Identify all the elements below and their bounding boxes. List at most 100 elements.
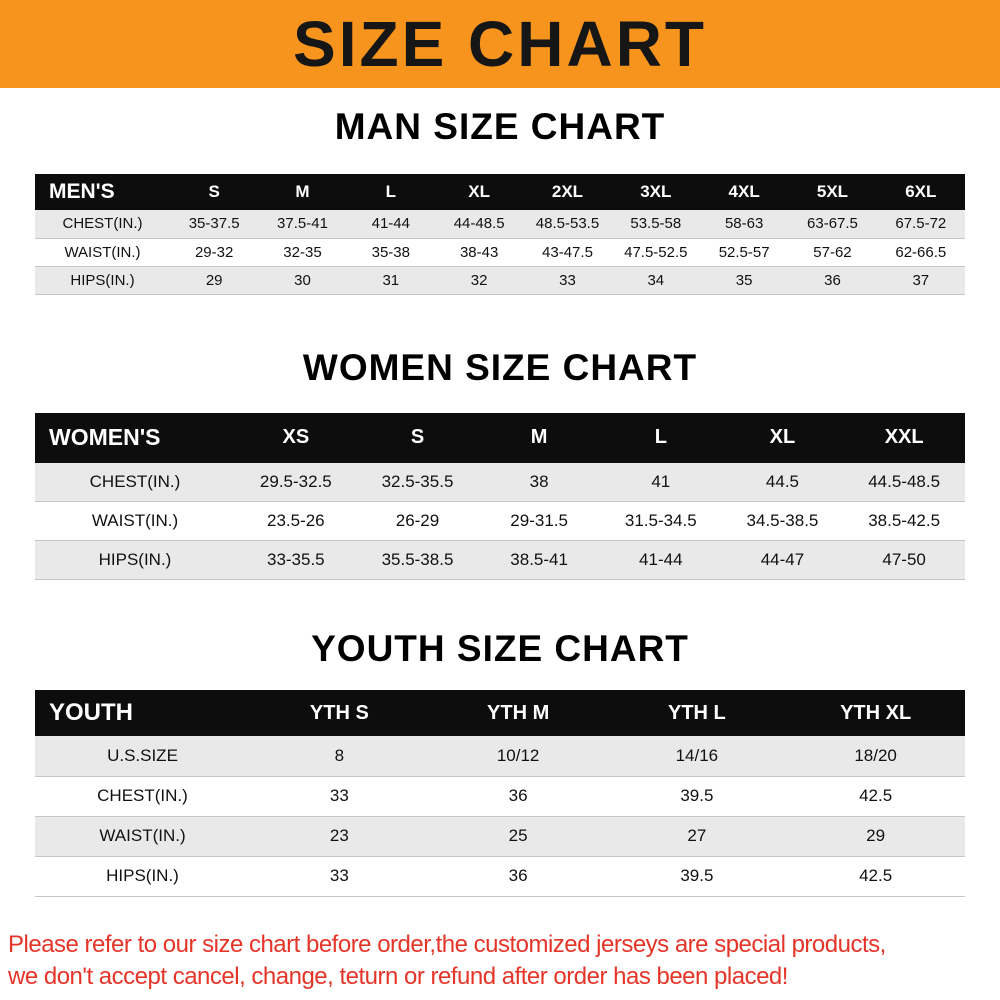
table-corner-label: WOMEN'S (35, 412, 235, 463)
size-value-cell: 44.5-48.5 (843, 462, 965, 502)
table-row: WAIST(IN.) 23 25 27 29 (35, 816, 965, 856)
size-value-cell: 42.5 (786, 856, 965, 896)
table-row: WAIST(IN.) 23.5-26 26-29 29-31.5 31.5-34.5 34… (35, 501, 965, 541)
size-value-cell: 36 (428, 856, 608, 896)
size-value-cell: 37 (876, 266, 965, 294)
size-value-cell: 14/16 (607, 736, 787, 776)
size-column-header: XS (235, 412, 357, 463)
men-size-table: MEN'S S M L XL 2XL 3XL 4XL 5XL 6XL CHEST(IN.) 35-37… (35, 174, 965, 295)
size-column-header: YTH L (607, 690, 787, 736)
size-value-cell: 29.5-32.5 (235, 462, 357, 502)
size-value-cell: 42.5 (786, 776, 965, 816)
table-corner-label: YOUTH (35, 690, 250, 736)
size-column-header: XL (434, 174, 524, 210)
table-row: HIPS(IN.) 29 30 31 32 33 34 35 36 37 (35, 266, 965, 294)
size-column-header: S (356, 412, 479, 463)
size-value-cell: 29 (786, 816, 965, 856)
measurement-row-label: WAIST(IN.) (35, 501, 235, 541)
measurement-row-label: HIPS(IN.) (35, 266, 170, 294)
measurement-row-label: CHEST(IN.) (35, 462, 235, 502)
size-value-cell: 48.5-53.5 (523, 210, 612, 238)
size-value-cell: 38.5-41 (478, 540, 600, 580)
youth-size-table: YOUTH YTH S YTH M YTH L YTH XL U.S.SIZE 8 10/12… (35, 690, 965, 897)
measurement-row-label: CHEST(IN.) (35, 210, 170, 238)
size-value-cell: 62-66.5 (876, 238, 965, 266)
size-value-cell: 32.5-35.5 (356, 462, 479, 502)
table-row: CHEST(IN.) 29.5-32.5 32.5-35.5 38 41 44.5 44.5… (35, 462, 965, 502)
table-row: CHEST(IN.) 33 36 39.5 42.5 (35, 776, 965, 816)
size-column-header: L (599, 412, 722, 463)
measurement-row-label: WAIST(IN.) (35, 816, 250, 856)
size-column-header: M (258, 174, 347, 210)
size-value-cell: 47.5-52.5 (611, 238, 700, 266)
size-value-cell: 23.5-26 (235, 501, 357, 541)
size-value-cell: 53.5-58 (611, 210, 700, 238)
size-column-header: YTH M (428, 690, 608, 736)
size-value-cell: 37.5-41 (258, 210, 347, 238)
size-value-cell: 39.5 (607, 856, 787, 896)
size-value-cell: 44-47 (721, 540, 844, 580)
size-column-header: 4XL (699, 174, 789, 210)
size-value-cell: 33-35.5 (235, 540, 357, 580)
women-size-chart-section: WOMEN SIZE CHART WOMEN'S XS S M L XL XXL CHEST(… (0, 347, 1000, 581)
size-value-cell: 39.5 (607, 776, 787, 816)
size-value-cell: 57-62 (788, 238, 877, 266)
size-column-header: XL (721, 412, 844, 463)
size-value-cell: 31 (346, 266, 435, 294)
man-size-chart-section: MAN SIZE CHART MEN'S S M L XL 2XL 3XL 4XL 5XL 6XL… (0, 106, 1000, 295)
measurement-row-label: HIPS(IN.) (35, 856, 250, 896)
size-value-cell: 29 (170, 266, 259, 294)
size-value-cell: 63-67.5 (788, 210, 877, 238)
size-value-cell: 41 (599, 462, 722, 502)
size-value-cell: 38 (478, 462, 600, 502)
measurement-row-label: CHEST(IN.) (35, 776, 250, 816)
notice-line-1: Please refer to our size chart before or… (8, 930, 886, 958)
table-row: CHEST(IN.) 35-37.5 37.5-41 41-44 44-48.5 48.5… (35, 210, 965, 238)
size-value-cell: 35-38 (346, 238, 435, 266)
size-column-header: XXL (843, 412, 965, 463)
size-column-header: L (346, 174, 435, 210)
size-value-cell: 44-48.5 (434, 210, 524, 238)
size-value-cell: 67.5-72 (876, 210, 965, 238)
size-value-cell: 35.5-38.5 (356, 540, 479, 580)
size-value-cell: 33 (523, 266, 612, 294)
size-value-cell: 18/20 (786, 736, 965, 776)
size-value-cell: 34 (611, 266, 700, 294)
size-value-cell: 35-37.5 (170, 210, 259, 238)
women-size-chart-heading: WOMEN SIZE CHART (302, 346, 698, 388)
footer-notice: Please refer to our size chart before or… (0, 929, 1000, 994)
size-value-cell: 47-50 (843, 540, 965, 580)
table-header-row: WOMEN'S XS S M L XL XXL (35, 412, 965, 463)
size-column-header: M (478, 412, 600, 463)
size-value-cell: 36 (788, 266, 877, 294)
size-value-cell: 58-63 (699, 210, 789, 238)
table-row: WAIST(IN.) 29-32 32-35 35-38 38-43 43-47.5 47.… (35, 238, 965, 266)
size-column-header: 6XL (876, 174, 965, 210)
size-value-cell: 33 (250, 856, 429, 896)
size-value-cell: 44.5 (721, 462, 844, 502)
size-value-cell: 29-31.5 (478, 501, 600, 541)
page-title: SIZE CHART (293, 8, 707, 80)
banner: SIZE CHART (0, 0, 1000, 88)
size-column-header: YTH XL (786, 690, 965, 736)
table-header-row: MEN'S S M L XL 2XL 3XL 4XL 5XL 6XL (35, 174, 965, 210)
table-row: HIPS(IN.) 33-35.5 35.5-38.5 38.5-41 41-44 44-… (35, 540, 965, 580)
size-value-cell: 32-35 (258, 238, 347, 266)
table-corner-label: MEN'S (35, 174, 170, 210)
size-value-cell: 25 (428, 816, 608, 856)
women-size-table: WOMEN'S XS S M L XL XXL CHEST(IN.) 29.5-32.5 32.5… (35, 412, 965, 581)
size-value-cell: 41-44 (599, 540, 722, 580)
size-column-header: 3XL (611, 174, 700, 210)
table-header-row: YOUTH YTH S YTH M YTH L YTH XL (35, 690, 965, 736)
size-value-cell: 23 (250, 816, 429, 856)
table-row: U.S.SIZE 8 10/12 14/16 18/20 (35, 736, 965, 776)
size-column-header: 2XL (523, 174, 612, 210)
size-value-cell: 38-43 (434, 238, 524, 266)
measurement-row-label: WAIST(IN.) (35, 238, 170, 266)
size-value-cell: 36 (428, 776, 608, 816)
size-value-cell: 33 (250, 776, 429, 816)
notice-line-2: we don't accept cancel, change, teturn o… (8, 962, 788, 990)
size-value-cell: 26-29 (356, 501, 479, 541)
size-value-cell: 8 (250, 736, 429, 776)
size-column-header: YTH S (250, 690, 429, 736)
